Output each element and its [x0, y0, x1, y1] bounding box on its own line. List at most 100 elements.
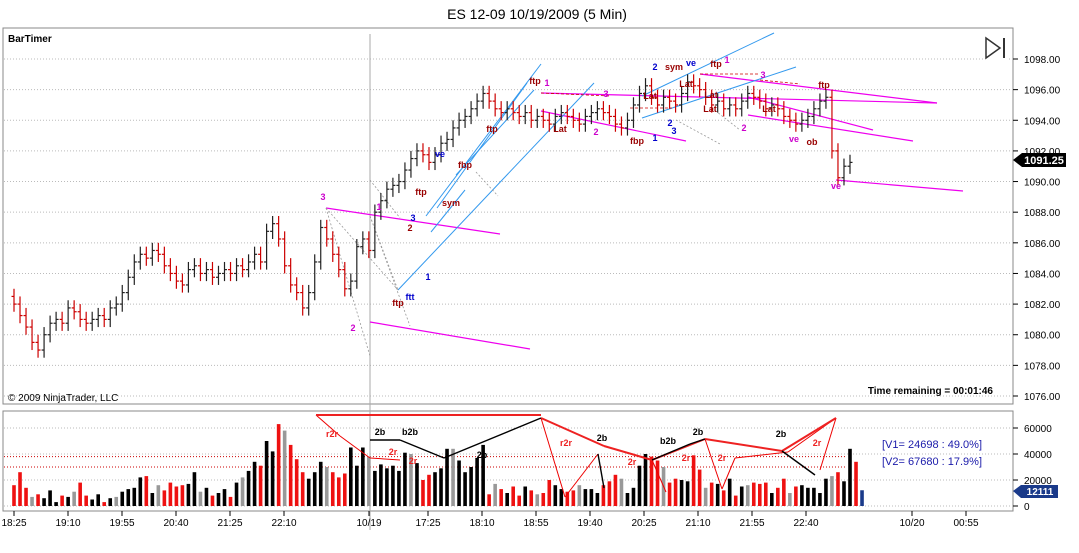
volume-bar	[721, 490, 726, 506]
price-annotations: ftp 132fbpveftpftpsym1322ftpftt13Lat2LatL…	[320, 55, 841, 333]
x-tick-label: 18:55	[523, 518, 548, 529]
volume-bar	[691, 455, 696, 506]
volume-bar	[409, 454, 413, 506]
volume-bar	[541, 493, 546, 506]
volume-bar	[824, 478, 828, 506]
volume-wave	[651, 459, 667, 493]
volume-wave	[564, 453, 599, 498]
price-annotation: 1	[724, 55, 729, 65]
volume-bar	[559, 489, 564, 506]
x-tick-label: 19:40	[577, 518, 602, 529]
x-tick-label: 20:40	[163, 518, 188, 529]
volume-bar	[553, 485, 558, 506]
volume-wave-main	[540, 417, 605, 447]
channel-line	[369, 321, 531, 350]
volume-bar	[162, 490, 167, 506]
volume-bar	[126, 489, 131, 506]
volume-bar	[216, 493, 221, 506]
volume-bar	[96, 494, 101, 506]
volume-bar	[270, 451, 275, 506]
volume-bar	[318, 461, 323, 506]
volume-bar	[745, 485, 750, 506]
volume-wave	[315, 414, 341, 437]
price-annotation: 1	[425, 272, 430, 282]
volume-annotation: 2r	[813, 438, 822, 448]
volume-bar	[860, 490, 864, 506]
volume-wave	[369, 457, 401, 461]
volume-bar	[854, 461, 858, 506]
price-annotation: 2	[741, 123, 746, 133]
volume-bar	[697, 469, 702, 506]
volume-bar	[842, 481, 846, 506]
volume-waves	[315, 414, 837, 498]
x-tick-label: 19:55	[109, 518, 134, 529]
x-tick-label: 00:55	[953, 518, 978, 529]
volume-bar	[625, 493, 630, 506]
volume-bar	[703, 487, 708, 506]
volume-bar	[300, 472, 305, 506]
volume-bar	[108, 498, 113, 506]
volume-bar	[589, 489, 594, 506]
volume-bar	[288, 444, 293, 506]
x-tick-label: 21:55	[739, 518, 764, 529]
volume-bar	[451, 448, 455, 506]
indicator-name: BarTimer	[8, 34, 52, 45]
candles	[11, 74, 853, 358]
y-tick-label: 1084.00	[1024, 269, 1061, 280]
volume-bar	[198, 491, 203, 506]
price-annotation: ob	[807, 137, 818, 147]
v2-readout: [V2= 67680 : 17.9%]	[882, 456, 982, 468]
volume-wave	[721, 457, 736, 490]
volume-wave	[540, 417, 566, 498]
volume-bar	[210, 495, 215, 506]
x-tick-label: 10/19	[356, 518, 381, 529]
volume-bar	[144, 476, 149, 506]
volume-bar	[54, 502, 58, 506]
price-annotation: ve	[686, 58, 696, 68]
volume-bar	[36, 494, 40, 506]
price-annotation: ftp	[392, 298, 404, 308]
last-volume-marker: 12111	[1013, 485, 1058, 498]
volume-bar	[733, 495, 738, 506]
price-annotation: 1	[652, 133, 657, 143]
price-annotation: 3	[603, 89, 608, 99]
volume-bar	[848, 448, 852, 506]
chart-title: ES 12-09 10/19/2009 (5 Min)	[447, 6, 627, 22]
channel-line	[699, 73, 938, 104]
volume-bar	[806, 487, 810, 506]
volume-annotation: 2b	[375, 427, 386, 437]
volume-bar	[535, 494, 540, 506]
channel-line	[747, 114, 914, 142]
volume-wave-black	[781, 450, 816, 476]
volume-wave-black	[651, 443, 691, 461]
volume-bar	[439, 468, 443, 506]
volume-bar	[607, 481, 612, 506]
volume-bar	[90, 499, 94, 506]
price-annotation: 2	[593, 127, 598, 137]
volume-bar	[770, 493, 774, 506]
price-annotation: ftp	[529, 76, 541, 86]
volume-bar	[180, 485, 185, 506]
volume-bar	[379, 464, 383, 506]
price-annotation: ftt	[406, 292, 415, 302]
volume-bar	[373, 470, 377, 506]
volume-bar	[433, 472, 437, 506]
volume-bar	[547, 480, 552, 506]
volume-bar	[48, 490, 52, 506]
wave-line	[369, 215, 411, 327]
scroll-end-icon[interactable]	[983, 36, 1007, 60]
volume-annotation: 2b	[477, 450, 488, 460]
volume-annotation: b2b	[660, 436, 677, 446]
volume-bar	[643, 454, 648, 506]
volume-bar	[613, 474, 618, 506]
price-annotation: Lat	[553, 124, 567, 134]
x-tick-label: 22:10	[271, 518, 296, 529]
volume-bar	[114, 496, 119, 506]
channel-lines	[325, 32, 964, 357]
price-annotation: 3	[760, 70, 765, 80]
volume-bar	[679, 480, 684, 506]
price-panel	[2, 27, 1014, 405]
volume-bar	[493, 483, 497, 506]
volume-bar	[800, 485, 804, 506]
volume-bar	[78, 482, 82, 506]
